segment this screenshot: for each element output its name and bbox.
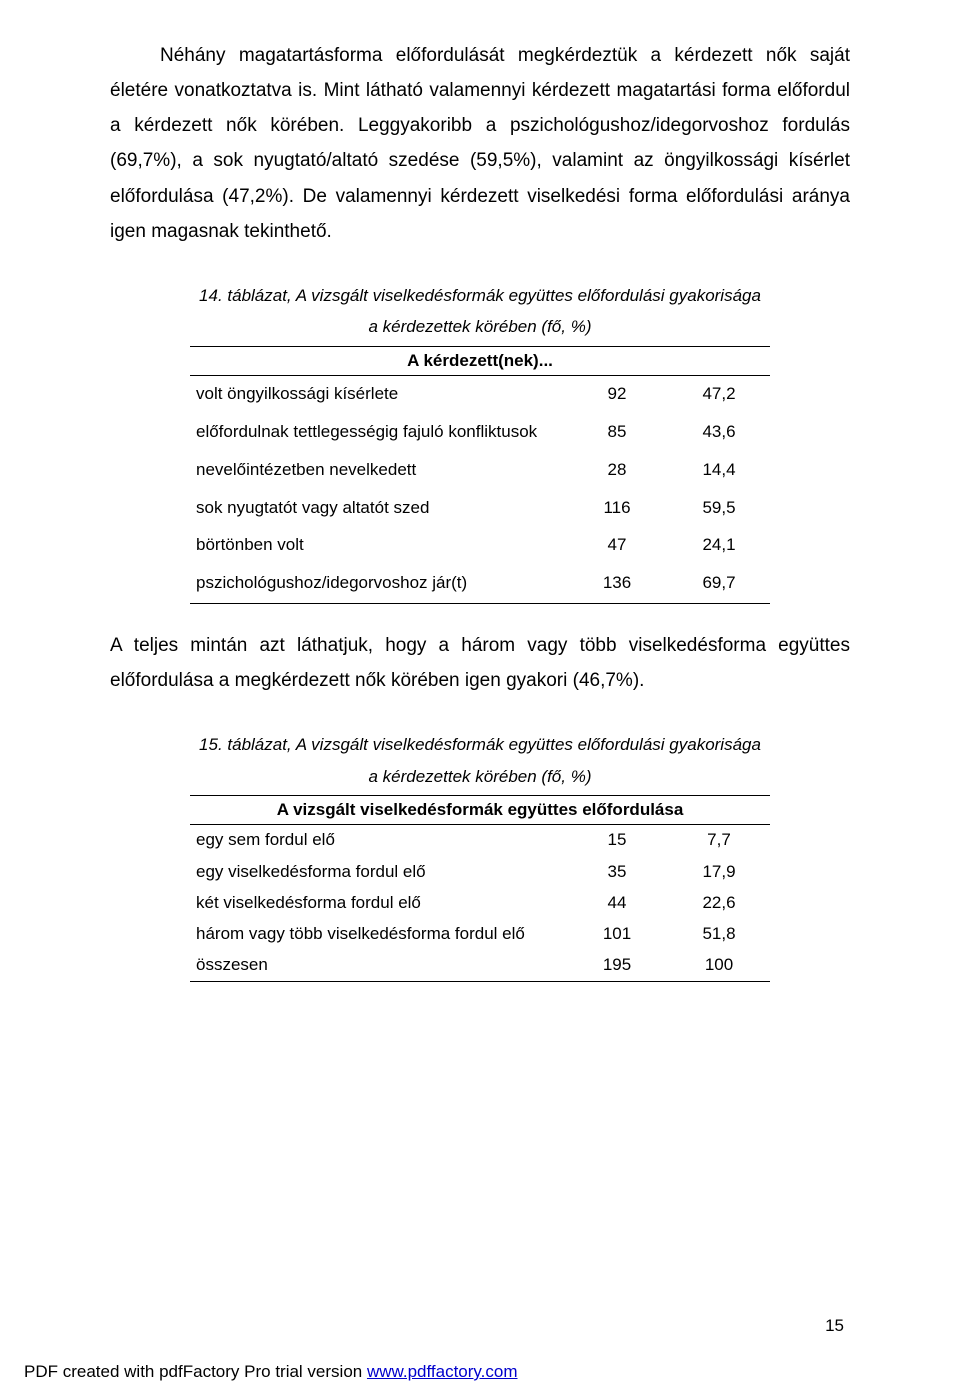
table15-cell-p: 100: [668, 950, 770, 982]
table-row: egy sem fordul elő 15 7,7: [190, 825, 770, 857]
table15-cell-label: egy viselkedésforma fordul elő: [190, 857, 566, 888]
footer-link[interactable]: www.pdffactory.com: [367, 1362, 518, 1381]
table15-cell-p: 22,6: [668, 888, 770, 919]
table15-caption-line1: 15. táblázat, A vizsgált viselkedésformá…: [110, 732, 850, 758]
table-row: előfordulnak tettlegességig fajuló konfl…: [190, 414, 770, 452]
table15-header: A vizsgált viselkedésformák együttes elő…: [190, 796, 770, 825]
table14-cell-p: 14,4: [668, 452, 770, 490]
table-row: volt öngyilkossági kísérlete 92 47,2: [190, 375, 770, 413]
table15-cell-label: három vagy több viselkedésforma fordul e…: [190, 919, 566, 950]
table15-cell-n: 44: [566, 888, 668, 919]
table15-cell-n: 101: [566, 919, 668, 950]
paragraph-1: Néhány magatartásforma előfordulását meg…: [110, 38, 850, 249]
footer-text: PDF created with pdfFactory Pro trial ve…: [24, 1362, 367, 1381]
table14-caption-line1: 14. táblázat, A vizsgált viselkedésformá…: [110, 283, 850, 309]
table15-cell-n: 15: [566, 825, 668, 857]
paragraph-2-text: A teljes mintán azt láthatjuk, hogy a há…: [110, 635, 850, 691]
table15-cell-p: 7,7: [668, 825, 770, 857]
table-row: két viselkedésforma fordul elő 44 22,6: [190, 888, 770, 919]
table15-cell-p: 51,8: [668, 919, 770, 950]
table14-cell-label: börtönben volt: [190, 527, 566, 565]
table14-cell-n: 116: [566, 490, 668, 528]
table14-caption-line2: a kérdezettek körében (fő, %): [110, 314, 850, 340]
table14-header: A kérdezett(nek)...: [190, 346, 770, 375]
table-row: börtönben volt 47 24,1: [190, 527, 770, 565]
table-row: sok nyugtatót vagy altatót szed 116 59,5: [190, 490, 770, 528]
table15-cell-label: egy sem fordul elő: [190, 825, 566, 857]
table14-cell-p: 69,7: [668, 565, 770, 603]
table14-cell-p: 43,6: [668, 414, 770, 452]
table14-cell-n: 85: [566, 414, 668, 452]
paragraph-2: A teljes mintán azt láthatjuk, hogy a há…: [110, 628, 850, 698]
table-row: egy viselkedésforma fordul elő 35 17,9: [190, 857, 770, 888]
table15-cell-n: 195: [566, 950, 668, 982]
table-row: nevelőintézetben nevelkedett 28 14,4: [190, 452, 770, 490]
table14-cell-p: 24,1: [668, 527, 770, 565]
table-row: pszichológushoz/idegorvoshoz jár(t) 136 …: [190, 565, 770, 603]
pdf-footer: PDF created with pdfFactory Pro trial ve…: [24, 1362, 518, 1382]
table14-cell-n: 28: [566, 452, 668, 490]
table15-cell-label: két viselkedésforma fordul elő: [190, 888, 566, 919]
table14-cell-label: pszichológushoz/idegorvoshoz jár(t): [190, 565, 566, 603]
table14-wrap: A kérdezett(nek)... volt öngyilkossági k…: [110, 346, 850, 604]
paragraph-1-text: Néhány magatartásforma előfordulását meg…: [110, 45, 850, 242]
table14-cell-label: előfordulnak tettlegességig fajuló konfl…: [190, 414, 566, 452]
table15-cell-p: 17,9: [668, 857, 770, 888]
table15-wrap: A vizsgált viselkedésformák együttes elő…: [110, 795, 850, 981]
table14-cell-p: 47,2: [668, 375, 770, 413]
table15-cell-n: 35: [566, 857, 668, 888]
page-number: 15: [825, 1316, 844, 1336]
table14-cell-n: 136: [566, 565, 668, 603]
table15: A vizsgált viselkedésformák együttes elő…: [190, 795, 770, 981]
page: Néhány magatartásforma előfordulását meg…: [0, 0, 960, 1400]
table-row: három vagy több viselkedésforma fordul e…: [190, 919, 770, 950]
table14-cell-label: nevelőintézetben nevelkedett: [190, 452, 566, 490]
table-row: összesen 195 100: [190, 950, 770, 982]
table14-cell-label: sok nyugtatót vagy altatót szed: [190, 490, 566, 528]
table14-cell-n: 47: [566, 527, 668, 565]
table14-cell-n: 92: [566, 375, 668, 413]
table15-cell-label: összesen: [190, 950, 566, 982]
table14: A kérdezett(nek)... volt öngyilkossági k…: [190, 346, 770, 604]
table15-caption-line2: a kérdezettek körében (fő, %): [110, 764, 850, 790]
table14-cell-label: volt öngyilkossági kísérlete: [190, 375, 566, 413]
table14-cell-p: 59,5: [668, 490, 770, 528]
